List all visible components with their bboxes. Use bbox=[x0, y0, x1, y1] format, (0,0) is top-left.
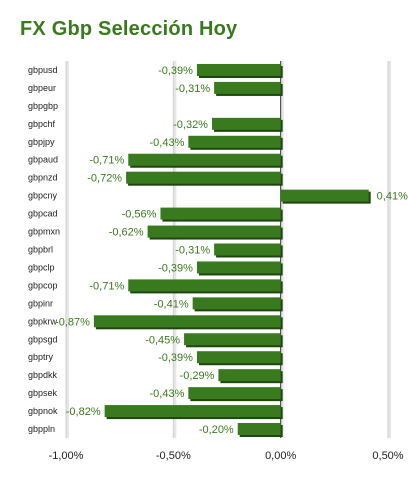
category-label: gbpmxn bbox=[28, 227, 60, 237]
bar-gbpsek bbox=[188, 387, 281, 400]
category-label: gbpclp bbox=[28, 262, 55, 272]
bar-gbpsgd bbox=[184, 333, 281, 346]
category-label: gbpdkk bbox=[28, 370, 58, 380]
bar-gbpbrl bbox=[214, 243, 281, 256]
bar-gbpinr bbox=[192, 297, 281, 310]
bar-gbptry bbox=[196, 351, 281, 364]
bar-gbpnok bbox=[104, 405, 281, 418]
category-label: gbpbrl bbox=[28, 245, 53, 255]
category-label: gbpkrw bbox=[28, 316, 58, 326]
bar-layer bbox=[93, 63, 371, 438]
data-label: -0,39% bbox=[158, 352, 193, 364]
data-label: -0,82% bbox=[66, 406, 101, 418]
bar-gbpdkk bbox=[218, 369, 281, 382]
data-label: -0,43% bbox=[150, 388, 185, 400]
data-label: -0,41% bbox=[154, 298, 189, 310]
category-label: gbppln bbox=[28, 424, 55, 434]
bar-gbppln bbox=[237, 423, 281, 436]
category-label: gbpcop bbox=[28, 280, 58, 290]
x-tick-label: 0,50% bbox=[372, 450, 403, 462]
data-label: -0,20% bbox=[199, 424, 234, 436]
bar-gbpcny bbox=[280, 189, 369, 202]
category-label: gbpjpy bbox=[28, 137, 55, 147]
category-label: gbpsgd bbox=[28, 334, 58, 344]
bar-gbpcad bbox=[160, 207, 281, 220]
data-label: -0,71% bbox=[89, 155, 124, 167]
bar-gbpnzd bbox=[126, 171, 281, 184]
bar-gbpcop bbox=[128, 279, 281, 292]
category-label: gbptry bbox=[28, 352, 54, 362]
category-label: gbpinr bbox=[28, 298, 53, 308]
bar-gbpusd bbox=[196, 63, 281, 76]
data-label: -0,32% bbox=[173, 119, 208, 131]
category-label: gbpgbp bbox=[28, 101, 58, 111]
bar-gbpchf bbox=[211, 117, 281, 130]
bar-gbpkrw bbox=[93, 315, 281, 328]
category-label: gbpchf bbox=[28, 119, 56, 129]
category-label: gbpnok bbox=[28, 406, 58, 416]
category-label: gbpusd bbox=[28, 65, 58, 75]
data-label: -0,39% bbox=[158, 65, 193, 77]
data-label: -0,29% bbox=[180, 370, 215, 382]
data-label: 0,41% bbox=[377, 191, 408, 203]
category-label: gbpsek bbox=[28, 388, 58, 398]
label-layer: -1,00% -0,50% 0,00% 0,50% gbpusd -0,39% gbpeur… bbox=[28, 65, 408, 462]
category-label: gbpeur bbox=[28, 83, 56, 93]
data-label: -0,45% bbox=[145, 334, 180, 346]
bar-gbpmxn bbox=[147, 225, 281, 238]
data-label: -0,31% bbox=[175, 83, 210, 95]
category-label: gbpnzd bbox=[28, 173, 58, 183]
bar-gbpjpy bbox=[188, 135, 281, 148]
data-label: -0,56% bbox=[122, 209, 157, 221]
category-label: gbpaud bbox=[28, 155, 58, 165]
bar-gbpaud bbox=[128, 153, 281, 166]
x-tick-label: 0,00% bbox=[265, 450, 296, 462]
category-label: gbpcad bbox=[28, 209, 58, 219]
x-tick-label: -0,50% bbox=[156, 450, 191, 462]
x-tick-label: -1,00% bbox=[49, 450, 84, 462]
data-label: -0,62% bbox=[109, 227, 144, 239]
data-label: -0,43% bbox=[150, 137, 185, 149]
data-label: -0,87% bbox=[55, 316, 90, 328]
data-label: -0,71% bbox=[89, 280, 124, 292]
data-label: -0,72% bbox=[87, 173, 122, 185]
bar-gbpeur bbox=[214, 81, 281, 94]
chart-title: FX Gbp Selección Hoy bbox=[20, 18, 238, 40]
data-label: -0,31% bbox=[175, 245, 210, 257]
data-label: -0,39% bbox=[158, 262, 193, 274]
category-label: gbpcny bbox=[28, 191, 58, 201]
bar-gbpclp bbox=[196, 261, 281, 274]
